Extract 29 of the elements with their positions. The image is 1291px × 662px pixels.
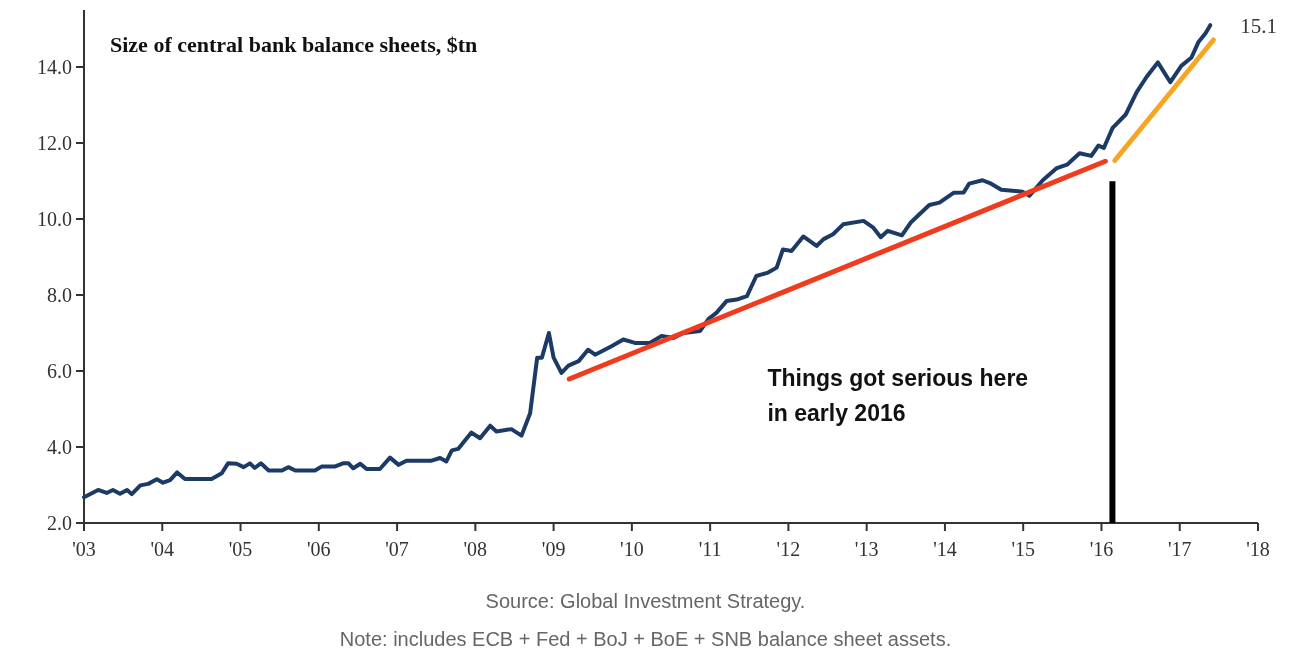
text: Size of central bank balance sheets, $tn	[110, 32, 478, 57]
x-tick-label: '05	[228, 538, 253, 560]
x-tick-label: '18	[1246, 538, 1270, 560]
x-tick-label: '12	[776, 538, 801, 560]
x-tick-label: '08	[463, 538, 488, 560]
x-tick-label: '06	[307, 538, 331, 560]
x-tick-label: '17	[1167, 538, 1192, 560]
y-tick-label: 6.0	[47, 360, 72, 382]
x-tick-label: '09	[541, 538, 566, 560]
x-tick-label: '15	[1011, 538, 1035, 560]
x-tick-label: '07	[385, 538, 409, 560]
annotation: 15.1	[1240, 13, 1278, 38]
y-tick-label: 12.0	[37, 132, 72, 154]
y-tick-label: 8.0	[47, 284, 72, 306]
ref-line-label: Things got serious here in early 2016	[767, 365, 1029, 426]
y-tick-label: 14.0	[37, 56, 72, 78]
line-series	[82, 23, 1213, 500]
y-tick-label: 4.0	[47, 436, 72, 458]
y-tick-label: 10.0	[37, 208, 72, 230]
x-tick-label: '03	[72, 538, 96, 560]
x-tick-label: '16	[1089, 538, 1114, 560]
x-tick-label: '04	[150, 538, 175, 560]
x-tick-label: '14	[933, 538, 957, 560]
x-tick-label: '10	[620, 538, 644, 560]
text: Note: includes ECB + Fed + BoJ + BoE + SNB balance sheet assets.	[339, 628, 952, 650]
x-tick-label: '11	[698, 538, 722, 560]
source-note: Source: Global Investment Strategy.	[485, 590, 806, 612]
x-tick-label: '13	[854, 538, 879, 560]
y-tick-label: 2.0	[47, 512, 72, 534]
